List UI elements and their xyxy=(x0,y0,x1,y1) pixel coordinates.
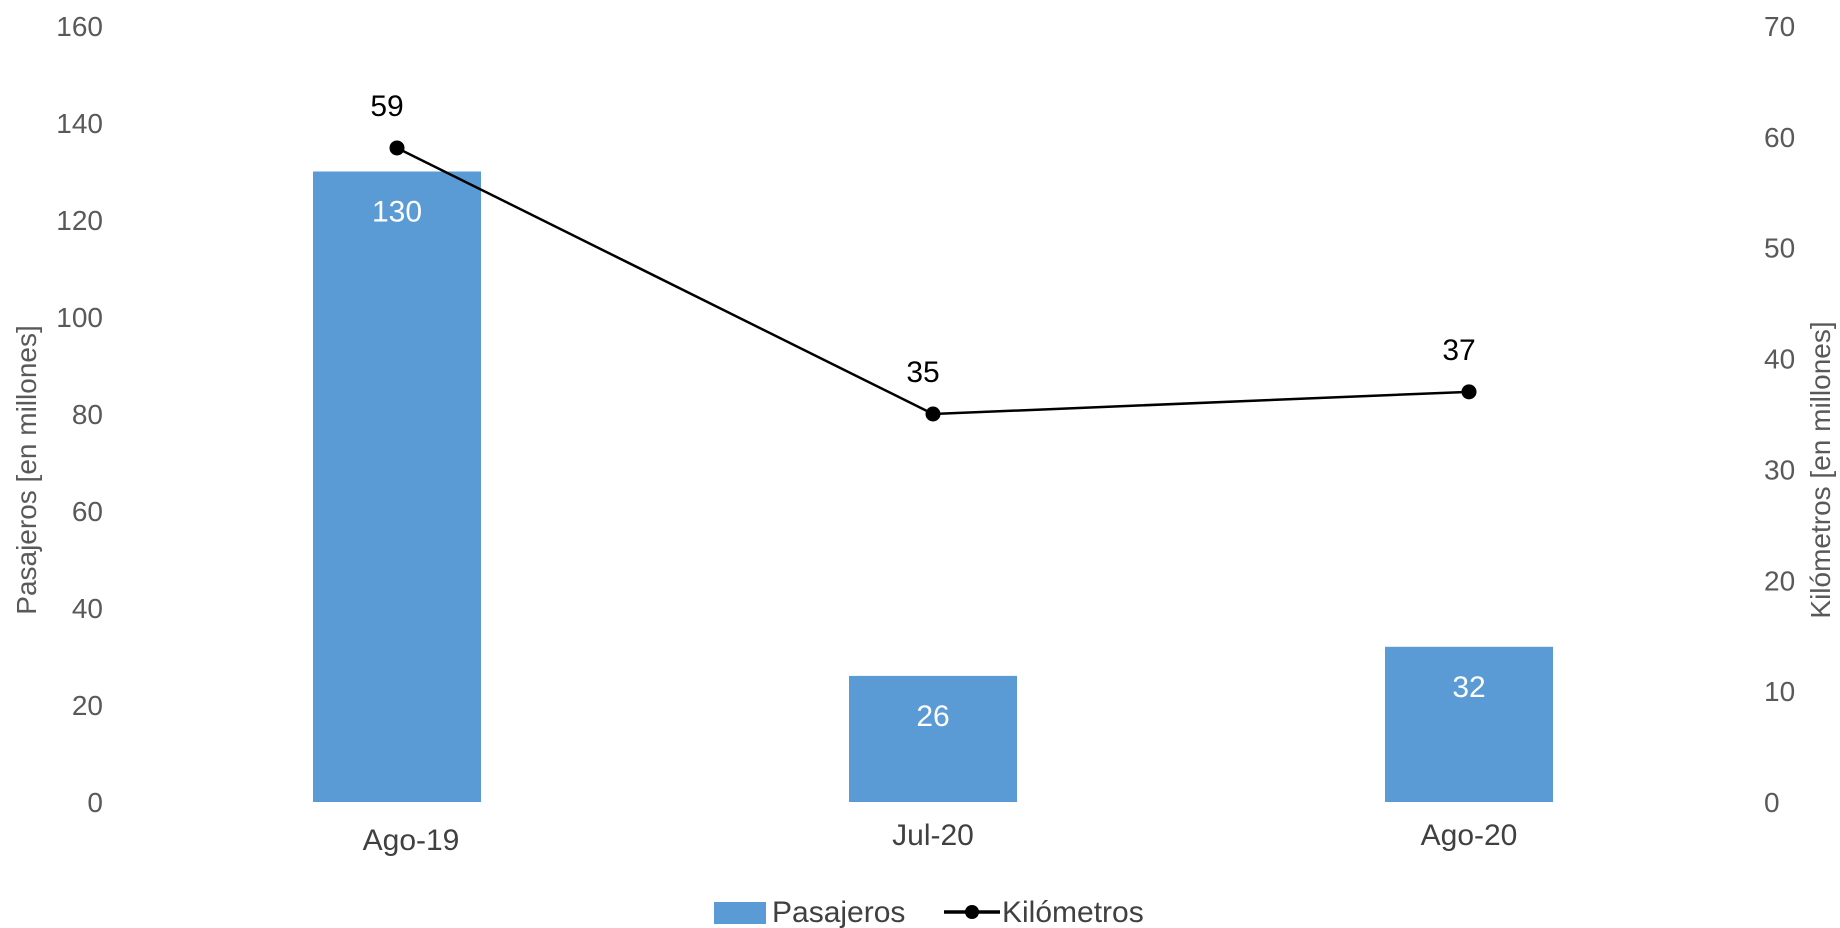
right-tick-label: 20 xyxy=(1764,565,1795,596)
line-data-label: 59 xyxy=(370,90,403,123)
right-tick-label: 10 xyxy=(1764,676,1795,707)
left-tick-label: 20 xyxy=(72,690,103,721)
right-tick-label: 60 xyxy=(1764,122,1795,153)
left-tick-label: 80 xyxy=(72,399,103,430)
left-tick-label: 160 xyxy=(56,11,103,42)
bar-data-label: 130 xyxy=(372,196,422,229)
line-series-group: 59 35 37 xyxy=(370,90,1477,422)
legend: Pasajeros Kilómetros xyxy=(714,896,1144,928)
legend-label-pasajeros: Pasajeros xyxy=(772,896,905,928)
line-point xyxy=(925,406,941,422)
left-tick-label: 140 xyxy=(56,108,103,139)
right-axis-title: Kilómetros [en millones] xyxy=(1805,321,1836,618)
bars-group: 130 26 32 xyxy=(313,171,1553,802)
left-axis-title: Pasajeros [en millones] xyxy=(11,325,42,614)
left-tick-label: 40 xyxy=(72,593,103,624)
right-axis-ticks: 0 10 20 30 40 50 60 70 xyxy=(1764,11,1795,818)
category-label: Ago-20 xyxy=(1421,819,1518,852)
bar xyxy=(849,675,1017,802)
legend-swatch-pasajeros xyxy=(714,902,766,924)
left-tick-label: 0 xyxy=(87,787,103,818)
right-tick-label: 30 xyxy=(1764,454,1795,485)
left-tick-label: 100 xyxy=(56,302,103,333)
left-tick-label: 60 xyxy=(72,496,103,527)
left-axis-ticks: 0 20 40 60 80 100 120 140 160 xyxy=(56,11,103,818)
right-tick-label: 50 xyxy=(1764,233,1795,264)
line-point xyxy=(389,140,405,156)
bar-data-label: 32 xyxy=(1452,671,1485,704)
line-data-label: 35 xyxy=(906,356,939,389)
category-label: Jul-20 xyxy=(892,819,974,852)
legend-label-kilometros: Kilómetros xyxy=(1002,896,1144,928)
right-tick-label: 40 xyxy=(1764,344,1795,375)
right-tick-label: 70 xyxy=(1764,11,1795,42)
bar xyxy=(1385,646,1553,802)
bar xyxy=(313,171,481,802)
bar-data-label: 26 xyxy=(916,700,949,733)
line-data-label: 37 xyxy=(1442,334,1475,367)
line-point xyxy=(1461,384,1477,400)
category-label: Ago-19 xyxy=(363,824,460,857)
category-labels: Ago-19 Jul-20 Ago-20 xyxy=(363,819,1518,857)
right-tick-label: 0 xyxy=(1764,787,1780,818)
legend-swatch-kilometros-marker xyxy=(965,905,979,919)
left-tick-label: 120 xyxy=(56,205,103,236)
